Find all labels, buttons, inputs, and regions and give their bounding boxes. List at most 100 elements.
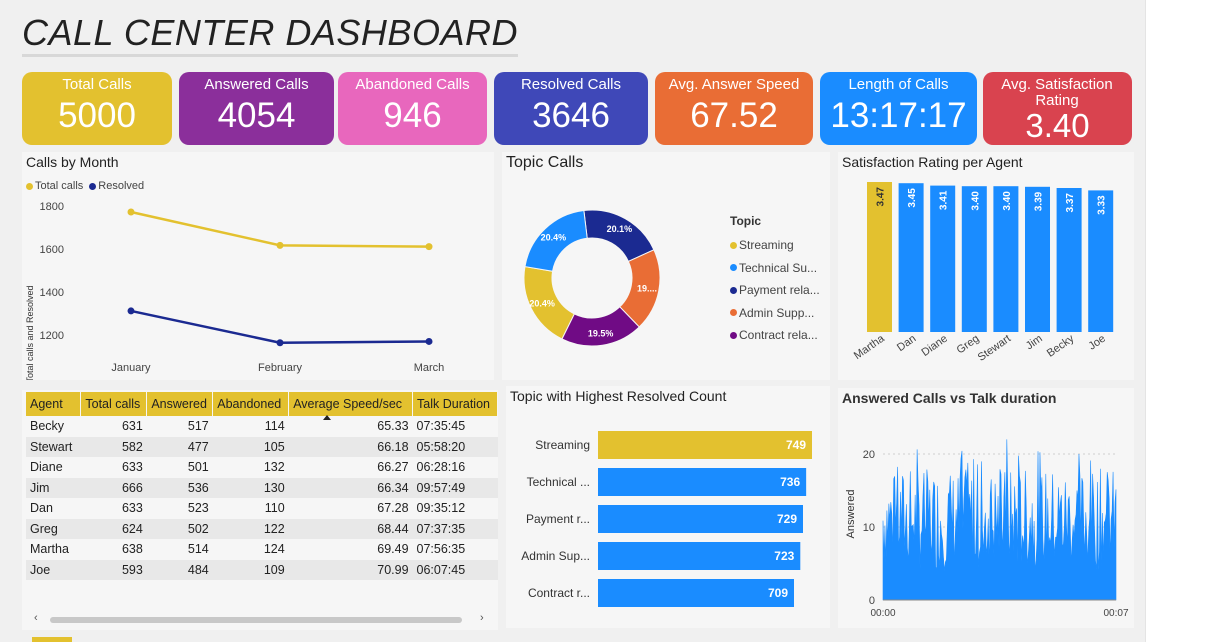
- y-axis-label: Total calls and Resolved: [25, 285, 35, 380]
- bar-value-label: 3.39: [1034, 191, 1045, 211]
- legend-dot: [730, 286, 737, 294]
- kpi-label: Abandoned Calls: [355, 76, 470, 93]
- series-line-resolved: [130, 309, 430, 344]
- col-abandoned[interactable]: Abandoned: [212, 392, 290, 416]
- answered-area-chart: Answered 20 10 000:00 00:07: [845, 439, 1129, 619]
- slice-label: 19....: [637, 283, 657, 293]
- table-cell: 66.27: [377, 460, 409, 475]
- answered-vs-duration-panel[interactable]: Answered Calls vs Talk duration Answered…: [838, 388, 1134, 628]
- table-cell: 477: [146, 436, 213, 457]
- calls-by-month-panel[interactable]: Calls by Month Total calls Resolved Tota…: [22, 152, 494, 380]
- y-tick-label: Admin Sup...: [521, 549, 590, 563]
- kpi-resolved-calls[interactable]: Resolved Calls 3646: [494, 72, 648, 145]
- table-cell: 666: [80, 477, 147, 498]
- x-tick-label: Stewart: [976, 333, 1013, 364]
- col-total-calls[interactable]: Total calls: [80, 392, 148, 416]
- satisfaction-panel[interactable]: Satisfaction Rating per Agent 3.47 Martha…: [838, 152, 1134, 380]
- bar-value-label: 3.40: [970, 191, 981, 211]
- legend-item-contract[interactable]: Contract rela...: [730, 324, 820, 347]
- legend-item-technical[interactable]: Technical Su...: [730, 257, 820, 280]
- donut-slice: [583, 209, 655, 263]
- kpi-abandoned-calls[interactable]: Abandoned Calls 946: [338, 72, 487, 145]
- table-cell: 110: [264, 501, 285, 516]
- agent-bar: [1056, 188, 1082, 332]
- table-cell: Jim: [26, 477, 81, 498]
- legend-item[interactable]: Total calls: [26, 180, 83, 192]
- topic-resolved-panel[interactable]: Topic with Highest Resolved Count 749 Str…: [506, 386, 830, 628]
- col-talk-duration[interactable]: Talk Duration: [412, 392, 498, 416]
- y-tick-label: 1400: [40, 287, 64, 299]
- table-cell: 122: [212, 518, 289, 539]
- table-row[interactable]: Diane 633 501 132 66.27 06:28:16: [26, 457, 498, 478]
- line-chart: Total calls and Resolved 1800 1600 1400 120…: [25, 201, 444, 380]
- legend-item[interactable]: Resolved: [89, 180, 144, 192]
- y-tick-label: 20: [863, 449, 875, 461]
- table-row[interactable]: Dan 633 523 110 67.28 09:35:12: [26, 498, 498, 519]
- agent-bar: [1088, 190, 1114, 332]
- horizontal-scrollbar[interactable]: [50, 617, 462, 623]
- x-tick-label: Diane: [919, 333, 949, 359]
- bar-value-label: 3.37: [1065, 193, 1076, 213]
- bar-value-label: 729: [777, 512, 797, 526]
- kpi-length-of-calls[interactable]: Length of Calls 13:17:17: [820, 72, 977, 145]
- resolved-bar-chart: 749 Streaming 736 Technical ... 729 Payment r…: [521, 431, 812, 607]
- data-point: [425, 337, 433, 345]
- agent-bar: [898, 183, 924, 332]
- x-tick-label: 00:07: [1103, 608, 1128, 619]
- kpi-label: Avg. Answer Speed: [668, 76, 800, 93]
- kpi-answered-calls[interactable]: Answered Calls 4054: [179, 72, 334, 145]
- scroll-right-icon[interactable]: ›: [480, 612, 484, 624]
- bar-value-label: 3.33: [1097, 195, 1108, 215]
- chart-title: Topic with Highest Resolved Count: [510, 388, 727, 404]
- donut-chart: 20.1% 19.... 19.5% 20.4% 20.4%: [523, 209, 661, 347]
- table-row[interactable]: Jim 666 536 130 66.34 09:57:49: [26, 477, 498, 498]
- x-tick-label: Martha: [852, 332, 888, 362]
- table-header-row: Agent Total calls Answered Abandoned Ave…: [26, 392, 498, 416]
- table-cell: Greg: [26, 518, 81, 539]
- table-cell: 582: [80, 436, 147, 457]
- legend-item-streaming[interactable]: Streaming: [730, 234, 820, 257]
- data-point: [276, 339, 284, 347]
- kpi-avg-satisfaction[interactable]: Avg. Satisfaction Rating 3.40: [983, 72, 1132, 145]
- table-cell: 484: [146, 559, 213, 580]
- col-avg-speed[interactable]: Average Speed/sec: [288, 392, 414, 416]
- table-row[interactable]: Stewart 582 477 105 66.18 05:58:20: [26, 436, 498, 457]
- table-cell: 132: [263, 460, 285, 475]
- agent-table: Agent Total calls Answered Abandoned Ave…: [26, 392, 498, 580]
- donut-slice: [524, 209, 588, 272]
- scroll-left-icon[interactable]: ‹: [34, 612, 38, 624]
- legend-item-admin[interactable]: Admin Supp...: [730, 302, 820, 325]
- legend-item-payment[interactable]: Payment rela...: [730, 279, 820, 302]
- bar-value-label: 3.41: [939, 190, 950, 210]
- kpi-total-calls[interactable]: Total Calls 5000: [22, 72, 172, 145]
- table-row[interactable]: Martha 638 514 124 69.49 07:56:35: [26, 539, 498, 560]
- y-tick-label: 10: [863, 522, 875, 534]
- table-cell: 09:35:12: [416, 501, 466, 516]
- col-agent[interactable]: Agent: [26, 392, 82, 416]
- kpi-value: 13:17:17: [830, 96, 967, 135]
- agent-table-panel[interactable]: Agent Total calls Answered Abandoned Ave…: [22, 390, 498, 630]
- bar-value-label: 736: [780, 475, 800, 489]
- sort-ascending-icon[interactable]: [323, 415, 331, 420]
- line-legend: Total calls Resolved: [26, 180, 144, 192]
- satisfaction-bar-chart: 3.47Martha3.45Dan3.41Diane3.40Greg3.40St…: [852, 182, 1114, 364]
- legend-label: Resolved: [98, 180, 145, 192]
- table-cell: Joe: [26, 559, 81, 580]
- kpi-avg-answer-speed[interactable]: Avg. Answer Speed 67.52: [655, 72, 813, 145]
- table-cell: 517: [187, 419, 209, 434]
- table-row[interactable]: Joe 593 484 109 70.99 06:07:45: [26, 559, 498, 580]
- topic-calls-panel[interactable]: Topic Calls 20.1% 19.... 19.5% 20.4% 20.4% T…: [502, 152, 830, 380]
- col-answered[interactable]: Answered: [146, 392, 214, 416]
- chart-title: Calls by Month: [26, 154, 119, 170]
- table-cell: Martha: [30, 542, 69, 557]
- legend-dot: [730, 264, 737, 272]
- page-tab-indicator[interactable]: [32, 637, 72, 642]
- table-row[interactable]: Becky 631 517 114 65.33 07:35:45: [26, 416, 498, 437]
- table-cell: 68.44: [288, 518, 413, 539]
- legend-label: Payment rela...: [739, 283, 820, 298]
- table-row[interactable]: Greg 624 502 122 68.44 07:37:35: [26, 518, 498, 539]
- data-point: [276, 241, 284, 249]
- kpi-label: Length of Calls: [848, 76, 949, 93]
- legend-label: Streaming: [739, 238, 794, 253]
- y-tick-label: 1200: [40, 330, 64, 342]
